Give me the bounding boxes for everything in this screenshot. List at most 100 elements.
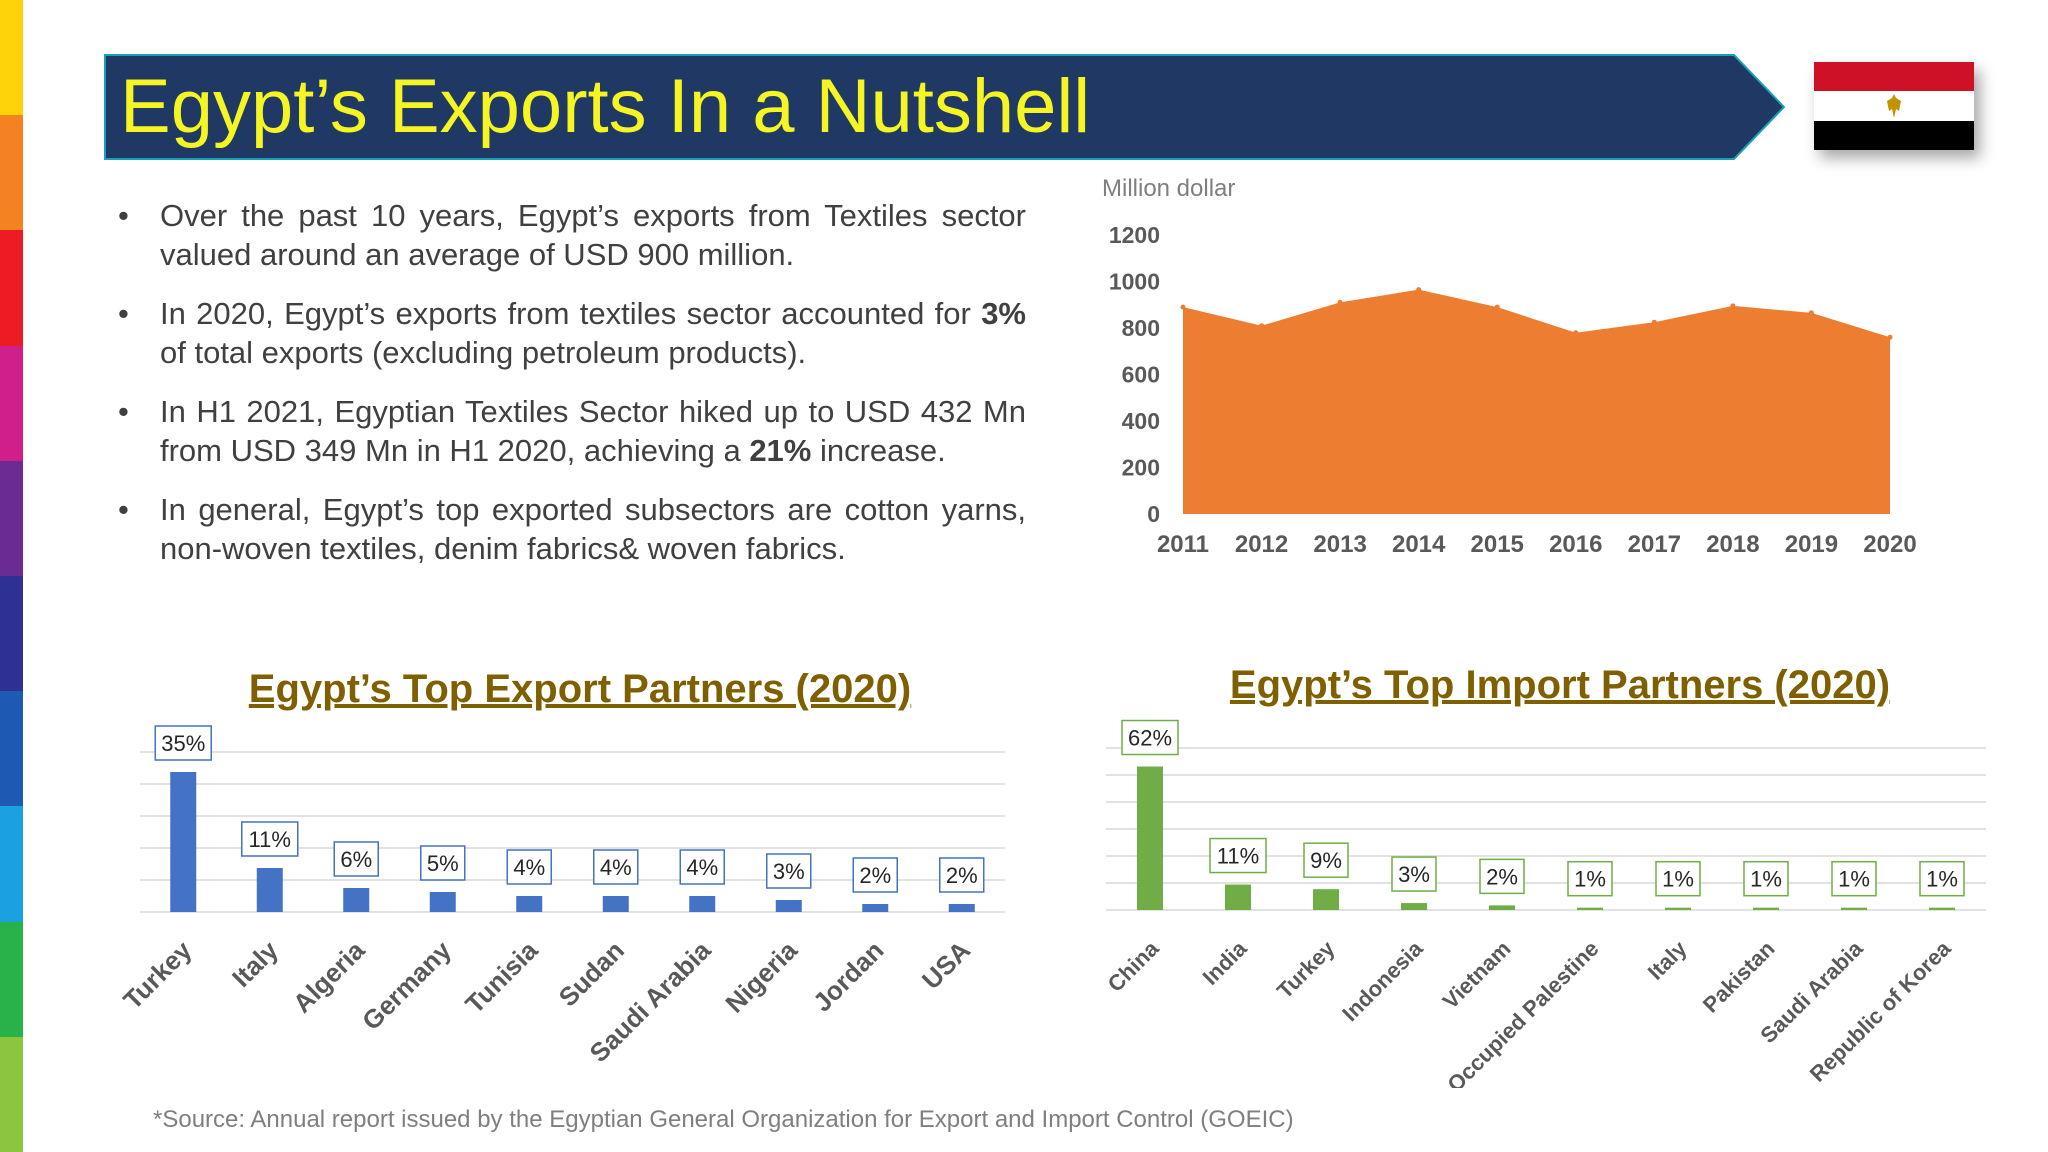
bar-italy: [1665, 907, 1691, 910]
eagle-emblem-icon: [1887, 94, 1901, 118]
sidebar-stripe-3: [0, 230, 23, 346]
bullet-emphasis: 3%: [981, 296, 1026, 331]
data-label-box: [506, 849, 552, 885]
exports-area-chart: Million dollar 0 200 400 600 800 1000 1200 2011 2…: [1102, 175, 1917, 558]
data-label: 35%: [161, 731, 205, 756]
sidebar-stripe-5: [0, 460, 23, 577]
data-label: 5%: [427, 851, 459, 876]
data-label: 1%: [1574, 867, 1606, 892]
data-point-2011: [1180, 304, 1186, 310]
sidebar-stripe-1: [0, 0, 23, 116]
sidebar-color-stripes: [0, 0, 23, 1152]
data-point-2016: [1573, 330, 1579, 336]
sidebar-stripe-7: [0, 691, 23, 807]
bar-saudi-arabia: [1841, 907, 1867, 910]
category-label-turkey: Turkey: [117, 935, 198, 1016]
x-tick-label: 2017: [1628, 531, 1681, 558]
data-label: 6%: [340, 847, 372, 872]
data-point-2013: [1337, 299, 1343, 305]
data-label-box: [1831, 860, 1877, 897]
x-tick-label: 2016: [1549, 531, 1602, 558]
category-label-usa: USA: [916, 935, 976, 995]
bullet-text: In general, Egypt’s top exported subsect…: [160, 492, 1026, 566]
x-tick-label: 2012: [1235, 531, 1288, 558]
y-tick-label: 400: [1122, 408, 1160, 434]
y-tick-label: 200: [1122, 455, 1160, 481]
category-label-pakistan: Pakistan: [1698, 936, 1780, 1018]
data-label: 3%: [1398, 862, 1430, 887]
x-tick-label: 2019: [1785, 531, 1838, 558]
data-label: 4%: [513, 855, 545, 880]
data-point-2018: [1730, 303, 1736, 309]
data-label-box: [593, 849, 639, 885]
y-tick-label: 800: [1122, 315, 1160, 341]
flag-band-red: [1814, 62, 1974, 92]
bullet-emphasis: 21%: [749, 433, 812, 468]
bar-pakistan: [1753, 907, 1779, 910]
bar-jordan: [862, 904, 889, 912]
data-label-box: [420, 845, 466, 881]
y-tick-label: 0: [1147, 501, 1160, 527]
data-label-box: [1919, 860, 1965, 897]
data-label: 4%: [600, 855, 632, 880]
data-point-2020: [1887, 334, 1893, 340]
y-tick-label: 1000: [1109, 269, 1160, 295]
data-label-box: [241, 821, 299, 857]
bullet-item: In general, Egypt’s top exported subsect…: [110, 490, 1026, 568]
bar-indonesia: [1401, 903, 1427, 910]
y-tick-label: 1200: [1109, 222, 1160, 248]
data-label-box: [1391, 856, 1437, 892]
bullet-text: In H1 2021, Egyptian Textiles Sector hik…: [160, 394, 1026, 468]
category-label-algeria: Algeria: [287, 935, 371, 1019]
banner-arrow-shape: [104, 54, 1786, 160]
bullet-item: In 2020, Egypt’s exports from textiles s…: [110, 294, 1026, 372]
category-label-tunisia: Tunisia: [459, 935, 544, 1020]
bar-sudan: [602, 896, 629, 912]
bar-turkey: [170, 772, 197, 912]
bullet-text: In 2020, Egypt’s exports from textiles s…: [160, 296, 982, 331]
bar-italy: [256, 868, 283, 912]
bar-turkey: [1313, 889, 1339, 910]
category-label-sudan: Sudan: [553, 935, 630, 1012]
x-tick-label: 2018: [1706, 531, 1759, 558]
chart-title: Egypt’s Top Import Partners (2020): [1230, 663, 1890, 707]
data-label-box: [333, 841, 379, 877]
source-footnote: *Source: Annual report issued by the Egy…: [153, 1106, 1294, 1133]
data-label-box: [1209, 837, 1267, 874]
page-title: Egypt’s Exports In a Nutshell: [120, 64, 1091, 149]
data-label-box: [1479, 858, 1525, 895]
data-label-box: [679, 849, 725, 885]
data-point-2012: [1259, 323, 1265, 329]
data-label-box: [939, 857, 985, 893]
bar-nigeria: [775, 900, 802, 912]
bar-germany: [429, 892, 456, 912]
data-label: 62%: [1128, 726, 1172, 751]
data-label: 2%: [859, 863, 891, 888]
category-label-italy: Italy: [1643, 935, 1692, 984]
category-label-jordan: Jordan: [807, 935, 890, 1018]
bar-saudi-arabia: [689, 896, 716, 912]
chart-title: Egypt’s Top Export Partners (2020): [249, 667, 911, 711]
bullet-text: of total exports (excluding petroleum pr…: [160, 335, 807, 370]
data-label: 2%: [1486, 864, 1518, 889]
category-label-germany: Germany: [356, 935, 457, 1036]
title-banner: Egypt’s Exports In a Nutshell: [104, 54, 1786, 160]
category-label-india: India: [1198, 935, 1253, 990]
data-label-box: [1121, 719, 1179, 756]
category-label-china: China: [1103, 935, 1164, 996]
x-tick-label: 2013: [1313, 531, 1366, 558]
sidebar-stripe-6: [0, 576, 23, 692]
sidebar-stripe-9: [0, 921, 23, 1037]
data-label: 1%: [1662, 867, 1694, 892]
flag-band-black: [1814, 120, 1974, 150]
data-label: 1%: [1838, 867, 1870, 892]
bar-algeria: [343, 888, 370, 912]
bar-occupied-palestine: [1577, 907, 1603, 910]
bar-india: [1225, 884, 1251, 910]
data-label-box: [852, 857, 898, 893]
data-label: 9%: [1310, 848, 1342, 873]
data-label: 1%: [1926, 867, 1958, 892]
sidebar-stripe-8: [0, 806, 23, 922]
data-label: 11%: [249, 827, 291, 852]
category-label-turkey: Turkey: [1272, 935, 1340, 1003]
